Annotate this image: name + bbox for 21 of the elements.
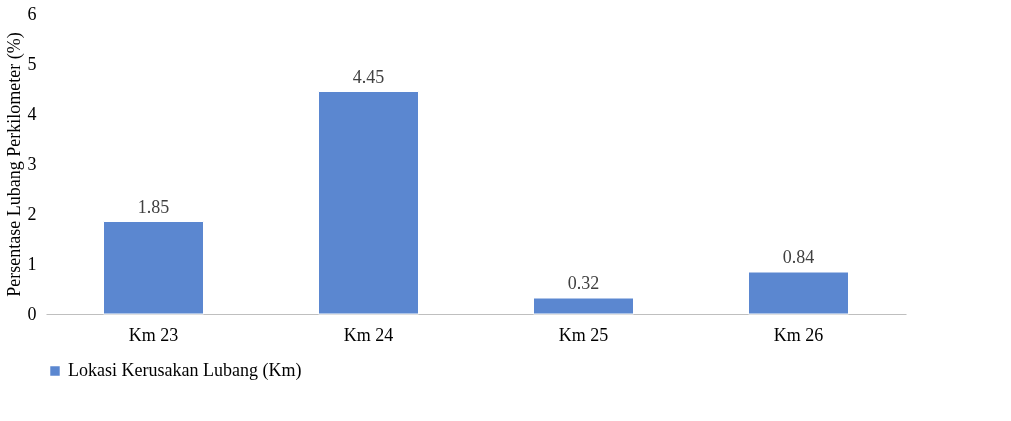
x-tick-label: Km 24 xyxy=(343,324,394,345)
x-tick-label: Km 23 xyxy=(128,324,179,345)
y-tick-label: 3 xyxy=(27,153,37,174)
y-tick-label: 1 xyxy=(27,253,37,274)
data-label: 4.45 xyxy=(352,66,385,87)
y-tick-label: 4 xyxy=(27,103,37,124)
data-label: 0.32 xyxy=(567,273,600,293)
bar xyxy=(318,91,419,315)
bar xyxy=(748,271,849,315)
data-label: 1.85 xyxy=(137,196,170,217)
x-tick-label: Km 26 xyxy=(773,324,824,345)
y-tick-label: 6 xyxy=(27,3,37,24)
bar xyxy=(103,221,204,315)
y-axis-title: Persentase Lubang Perkilometer (%) xyxy=(3,32,25,297)
legend-label: Lokasi Kerusakan Lubang (Km) xyxy=(68,360,302,381)
y-tick-label: 5 xyxy=(27,53,37,74)
y-tick-label: 0 xyxy=(27,303,37,324)
x-tick-label: Km 25 xyxy=(558,324,609,345)
bar xyxy=(533,297,634,315)
data-label: 0.84 xyxy=(782,247,815,267)
y-tick-label: 2 xyxy=(27,203,37,224)
